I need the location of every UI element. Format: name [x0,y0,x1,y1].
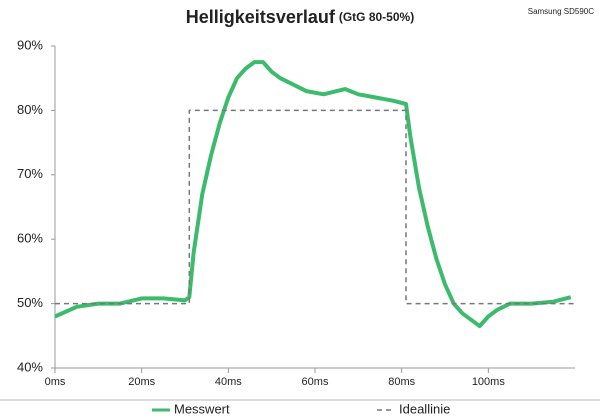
series-line [55,109,575,305]
y-tick-label: 50% [17,295,43,310]
y-tick-label: 60% [17,231,43,246]
title: Helligkeitsverlauf [186,7,336,27]
note: Samsung SD590C [528,7,594,16]
legend-label: Messwert [174,401,230,416]
x-tick-label: 0ms [45,376,66,388]
x-tick-label: 40ms [215,376,242,388]
y-tick-label: 80% [17,102,43,117]
x-tick-label: 60ms [302,376,329,388]
chart-title: Helligkeitsverlauf (GtG 80-50%) [186,7,414,27]
y-tick-label: 40% [17,359,43,374]
y-tick-label: 90% [17,37,43,52]
series-line [54,60,572,329]
legend-label: Ideallinie [399,401,450,416]
subtitle: (GtG 80-50%) [339,10,414,24]
x-tick-label: 100ms [472,376,506,388]
x-tick-label: 20ms [128,376,155,388]
x-tick-label: 80ms [388,376,415,388]
y-tick-label: 70% [17,166,43,181]
